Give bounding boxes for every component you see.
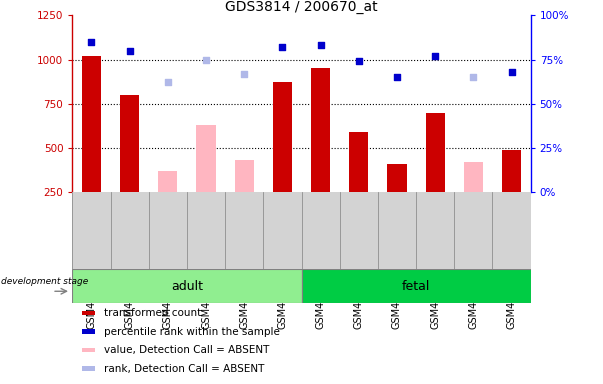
Point — [277, 44, 287, 50]
Point — [163, 79, 172, 86]
Bar — [81, 348, 95, 353]
Point — [239, 71, 249, 77]
Text: development stage: development stage — [1, 277, 89, 286]
Point — [125, 48, 134, 54]
Text: adult: adult — [171, 280, 203, 293]
Bar — [197, 125, 216, 192]
Bar — [235, 160, 254, 192]
Bar — [81, 311, 95, 315]
Bar — [158, 171, 177, 192]
Bar — [311, 68, 330, 192]
Point — [354, 58, 364, 65]
Text: transformed count: transformed count — [104, 308, 201, 318]
Point — [431, 53, 440, 59]
Text: percentile rank within the sample: percentile rank within the sample — [104, 326, 280, 337]
Bar — [349, 132, 368, 192]
Bar — [82, 56, 101, 192]
Bar — [502, 150, 521, 192]
Bar — [387, 164, 406, 192]
Point — [469, 74, 478, 80]
Bar — [81, 329, 95, 334]
Text: rank, Detection Call = ABSENT: rank, Detection Call = ABSENT — [104, 364, 265, 374]
Bar — [273, 83, 292, 192]
Text: value, Detection Call = ABSENT: value, Detection Call = ABSENT — [104, 345, 270, 355]
Point — [87, 39, 96, 45]
Bar — [302, 269, 531, 303]
Point — [201, 56, 211, 63]
Title: GDS3814 / 200670_at: GDS3814 / 200670_at — [225, 0, 378, 14]
Point — [392, 74, 402, 80]
Bar — [464, 162, 483, 192]
Bar — [72, 269, 302, 303]
Point — [507, 69, 516, 75]
Text: fetal: fetal — [402, 280, 431, 293]
Bar — [81, 366, 95, 371]
Bar — [120, 95, 139, 192]
Bar — [426, 113, 444, 192]
Point — [316, 42, 326, 48]
